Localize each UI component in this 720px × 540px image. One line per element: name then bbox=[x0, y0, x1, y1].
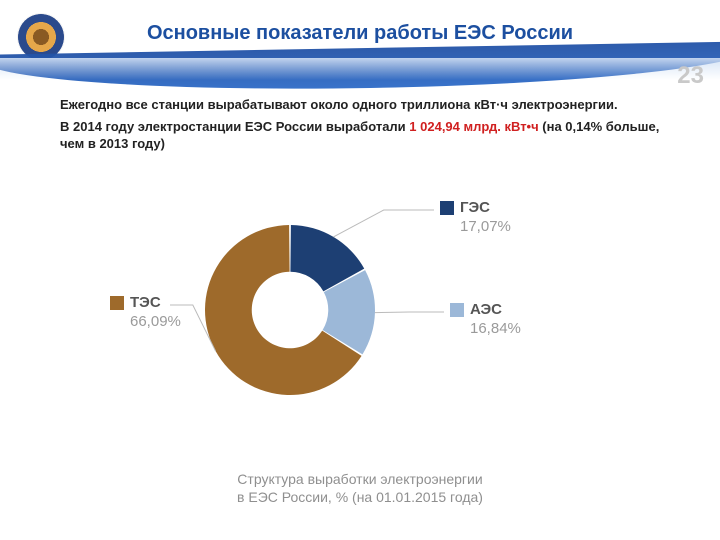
paragraph-2-highlight: 1 024,94 млрд. кВт•ч bbox=[409, 119, 538, 134]
legend-pct-ges: 17,07% bbox=[460, 219, 511, 236]
chart-caption: Структура выработки электроэнергии в ЕЭС… bbox=[110, 470, 610, 506]
legend-aes: АЭС 16,84% bbox=[450, 302, 521, 337]
legend-name-ges: ГЭС bbox=[460, 199, 490, 216]
leader-АЭС bbox=[375, 312, 444, 313]
legend-swatch-ges bbox=[440, 201, 454, 215]
paragraph-2-pre: В 2014 году электростанции ЕЭС России вы… bbox=[60, 119, 409, 134]
donut-svg bbox=[200, 220, 380, 400]
caption-line1: Структура выработки электроэнергии bbox=[237, 471, 482, 487]
legend-ges: ГЭС 17,07% bbox=[440, 200, 511, 235]
header-arc-fade bbox=[0, 58, 720, 80]
caption-line2: в ЕЭС России, % (на 01.01.2015 года) bbox=[237, 489, 483, 505]
legend-name-tes: ТЭС bbox=[130, 294, 161, 311]
paragraph-1: Ежегодно все станции вырабатывают около … bbox=[60, 96, 660, 114]
legend-name-aes: АЭС bbox=[470, 301, 502, 318]
page-number: 23 bbox=[677, 62, 704, 90]
page-title: Основные показатели работы ЕЭС России bbox=[0, 22, 720, 45]
legend-pct-tes: 66,09% bbox=[130, 314, 181, 331]
legend-swatch-tes bbox=[110, 296, 124, 310]
legend-swatch-aes bbox=[450, 303, 464, 317]
paragraph-2: В 2014 году электростанции ЕЭС России вы… bbox=[60, 118, 660, 153]
legend-tes: ТЭС 66,09% bbox=[110, 295, 181, 330]
donut-wrap bbox=[200, 220, 380, 400]
legend-pct-aes: 16,84% bbox=[470, 321, 521, 338]
donut-chart: ГЭС 17,07% АЭС 16,84% ТЭС 66,09% Структу… bbox=[110, 190, 610, 520]
body-text-block: Ежегодно все станции вырабатывают около … bbox=[60, 96, 660, 153]
